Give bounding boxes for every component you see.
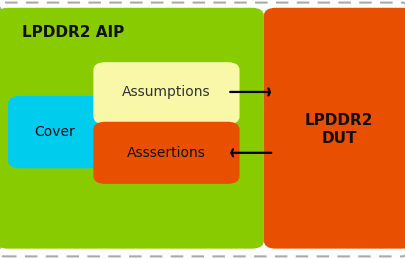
- FancyBboxPatch shape: [0, 8, 263, 249]
- Text: Cover: Cover: [34, 125, 75, 139]
- FancyBboxPatch shape: [93, 62, 239, 124]
- Text: LPDDR2 AIP: LPDDR2 AIP: [22, 25, 124, 40]
- FancyBboxPatch shape: [93, 122, 239, 184]
- Text: Assumptions: Assumptions: [122, 85, 210, 99]
- FancyBboxPatch shape: [8, 96, 101, 168]
- Text: LPDDR2
DUT: LPDDR2 DUT: [304, 113, 372, 146]
- FancyBboxPatch shape: [263, 8, 405, 249]
- Text: Asssertions: Asssertions: [127, 146, 205, 160]
